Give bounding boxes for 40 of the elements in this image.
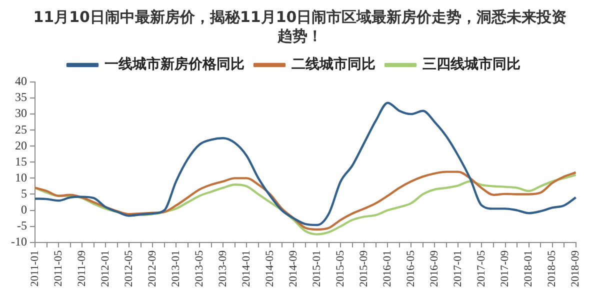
x-tick-label: 2017-05 [476, 250, 488, 288]
y-tick-label: -10 [10, 234, 27, 248]
x-tick-label: 2015-05 [334, 250, 347, 288]
x-tick-label: 2018-01 [522, 250, 535, 288]
y-tick-label: 25 [14, 122, 27, 136]
y-tick-label: 35 [14, 90, 27, 104]
x-tick-label: 2015-01 [311, 250, 324, 288]
x-tick-label: 2018-05 [546, 250, 558, 288]
x-tick-label: 2011-01 [28, 250, 41, 287]
legend-label: 三四线城市同比 [422, 56, 520, 73]
x-tick-label: 2011-05 [52, 250, 64, 287]
x-tick-label: 2018-09 [570, 250, 582, 288]
x-tick-label: 2017-01 [452, 250, 464, 288]
y-tick-label: 10 [14, 170, 27, 184]
line-series [34, 102, 577, 226]
x-tick-label: 2012-01 [99, 250, 112, 288]
x-tick-label: 2016-01 [382, 250, 394, 288]
x-tick-label: 2016-05 [405, 250, 418, 288]
chart-title: 11月10日闹中最新房价，揭秘11月10日闹市区域最新房价走势，洞悉未来投资趋势！ [32, 8, 568, 46]
y-tick-label: 0 [20, 202, 27, 216]
x-tick-label: 2015-09 [358, 250, 370, 288]
y-tick-label: 15 [14, 154, 27, 168]
x-tick-label: 2017-09 [499, 250, 512, 288]
y-tick-label: 20 [14, 138, 27, 152]
x-tick-label: 2014-05 [264, 250, 276, 288]
x-tick-label: 2012-09 [146, 250, 158, 288]
x-tick-label: 2016-09 [428, 250, 441, 288]
x-tick-label: 2014-01 [240, 250, 253, 288]
x-tick-label: 2012-05 [122, 250, 135, 288]
x-tick-label: 2013-09 [216, 250, 229, 288]
y-tick-label: 30 [14, 106, 27, 120]
x-tick-label: 2013-01 [170, 250, 182, 288]
y-tick-label: 40 [14, 74, 27, 88]
y-tick-label: 5 [20, 186, 27, 200]
x-tick-label: 2013-05 [193, 250, 206, 288]
x-tick-label: 2011-09 [76, 250, 88, 287]
x-tick-label: 2014-09 [288, 250, 300, 288]
y-tick-label: -5 [16, 218, 27, 232]
legend-label: 二线城市同比 [292, 56, 376, 73]
legend-label: 一线城市新房价格同比 [104, 56, 244, 73]
